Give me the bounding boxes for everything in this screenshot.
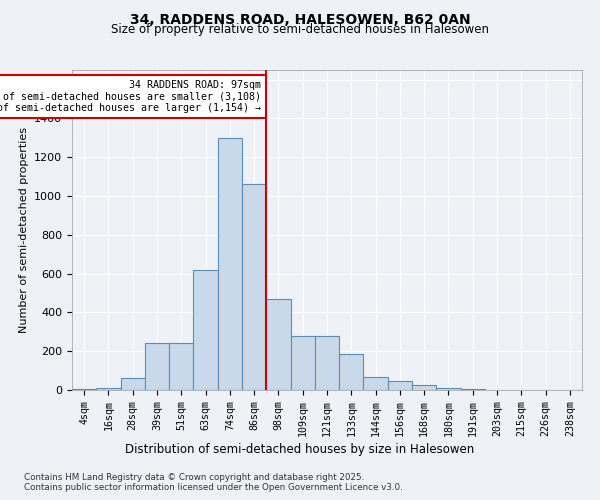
Bar (96, 388, 121, 390)
Text: Contains public sector information licensed under the Open Government Licence v3: Contains public sector information licen… (24, 482, 403, 492)
Bar (461, 389, 485, 390)
Bar (145, 344, 169, 390)
Text: Distribution of semi-detached houses by size in Halesowen: Distribution of semi-detached houses by … (125, 442, 475, 456)
Text: Size of property relative to semi-detached houses in Halesowen: Size of property relative to semi-detach… (111, 22, 489, 36)
Bar (315, 336, 339, 390)
Text: 34, RADDENS ROAD, HALESOWEN, B62 0AN: 34, RADDENS ROAD, HALESOWEN, B62 0AN (130, 12, 470, 26)
Bar (218, 138, 242, 390)
Bar (339, 354, 364, 390)
Bar (169, 344, 193, 390)
Bar (121, 378, 145, 390)
Text: 34 RADDENS ROAD: 97sqm
← 72% of semi-detached houses are smaller (3,108)
 27% of: 34 RADDENS ROAD: 97sqm ← 72% of semi-det… (0, 80, 262, 113)
Bar (266, 299, 290, 390)
Bar (290, 336, 315, 390)
Text: Contains HM Land Registry data © Crown copyright and database right 2025.: Contains HM Land Registry data © Crown c… (24, 472, 364, 482)
Bar (388, 382, 412, 390)
Bar (436, 388, 461, 390)
Bar (412, 385, 436, 390)
Bar (242, 184, 266, 390)
Bar (364, 378, 388, 390)
Bar (193, 270, 218, 390)
Y-axis label: Number of semi-detached properties: Number of semi-detached properties (19, 127, 29, 333)
